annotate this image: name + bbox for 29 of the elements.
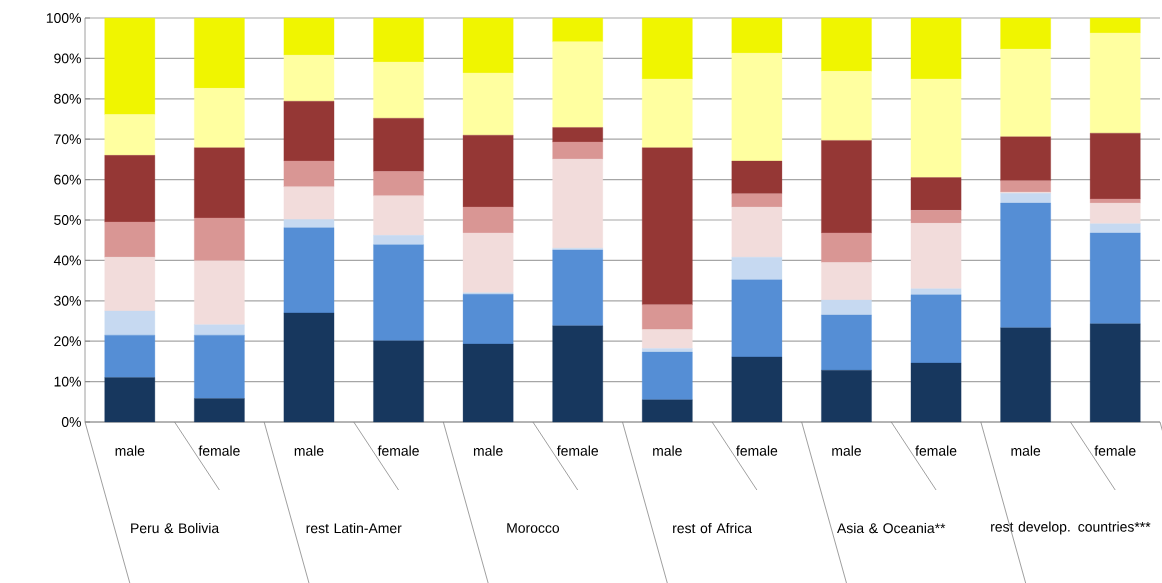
x-tick-label: male	[653, 445, 682, 456]
y-tick-label: 20%	[54, 336, 81, 347]
x-tick-label: female	[556, 445, 599, 456]
y-tick-label: 30%	[54, 295, 81, 306]
x-tick-label: male	[832, 445, 861, 456]
x-tick-label: female	[1094, 445, 1136, 456]
y-tick-label: 80%	[54, 93, 81, 104]
text: rest Latin-Amer	[306, 522, 402, 534]
y-tick-label: 60%	[54, 174, 81, 185]
y-tick-label: 70%	[54, 134, 81, 145]
text: rest of Africa	[673, 522, 752, 534]
x-tick-label: male	[294, 445, 324, 456]
x-tick-label: female	[736, 445, 778, 456]
x-tick-label: male	[1011, 445, 1041, 456]
y-tick-label: 50%	[54, 215, 81, 225]
y-tick-label: 40%	[53, 255, 81, 266]
text: Peru & Bolivia	[131, 522, 220, 534]
text: Morocco	[507, 523, 560, 533]
y-tick-label: 0%	[61, 417, 81, 427]
x-tick-label: male	[473, 445, 503, 456]
x-tick-label: female	[377, 445, 419, 456]
x-tick-label: female	[198, 445, 240, 456]
x-tick-label: female	[915, 445, 957, 456]
y-tick-label: 100%	[46, 13, 81, 23]
x-tick-label: male	[115, 445, 145, 456]
y-tick-label: 90%	[54, 53, 81, 64]
text: rest develop. countries***	[991, 521, 1151, 535]
text: Asia & Oceania**	[837, 522, 946, 534]
y-tick-label: 10%	[54, 376, 81, 387]
